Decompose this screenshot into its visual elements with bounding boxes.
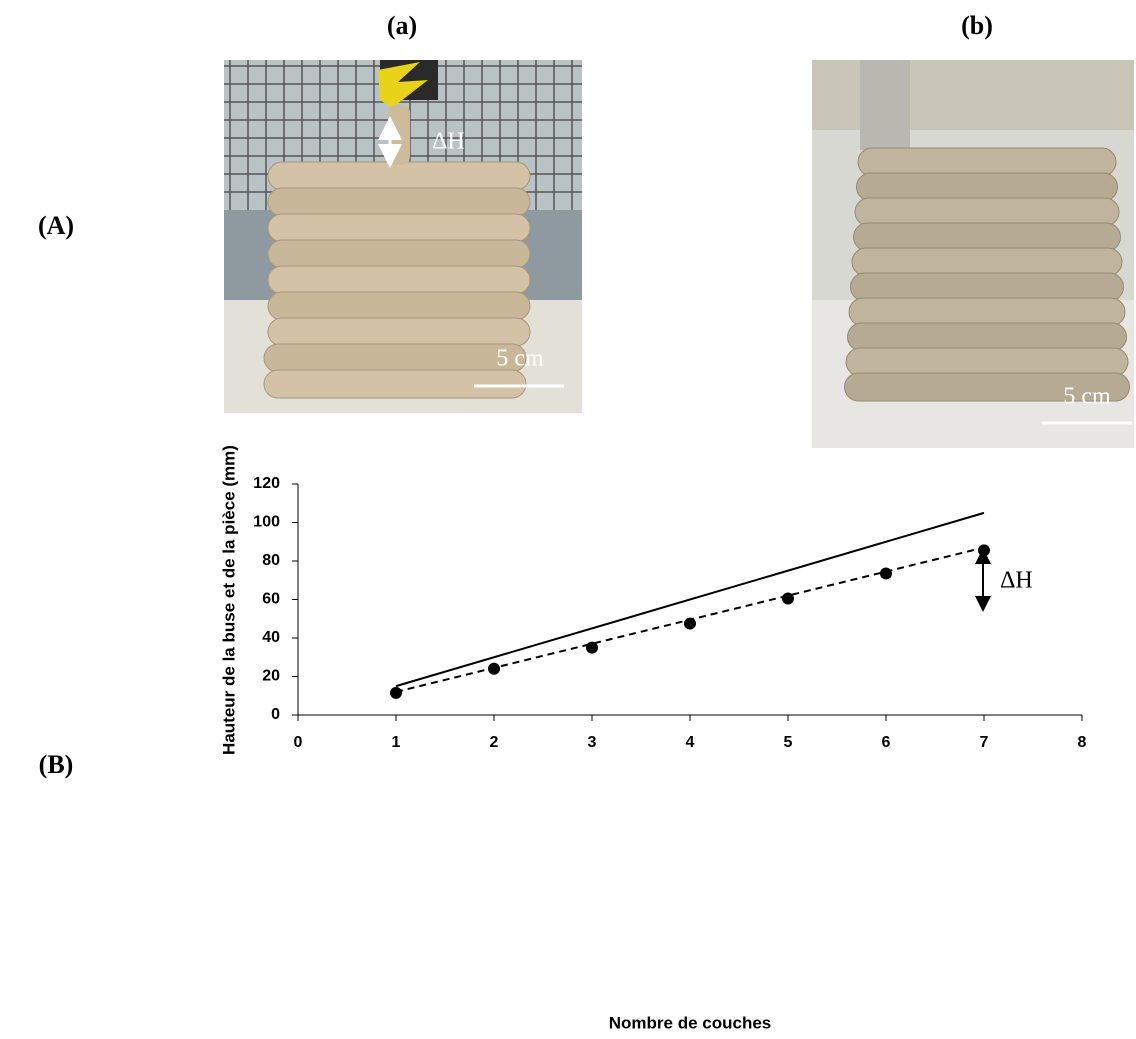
x-tick-label: 5 bbox=[784, 734, 793, 751]
row-label: (B) bbox=[39, 750, 74, 779]
coil bbox=[267, 291, 531, 321]
x-tick-label: 7 bbox=[980, 734, 989, 751]
y-axis-title: Hauteur de la buse et de la pièce (mm) bbox=[219, 445, 238, 755]
coil bbox=[845, 347, 1129, 377]
coil bbox=[263, 369, 527, 399]
y-tick-label: 80 bbox=[262, 552, 280, 569]
coil bbox=[856, 172, 1118, 202]
data-point bbox=[390, 686, 402, 699]
annotation: ΔH bbox=[1000, 568, 1033, 594]
panel-label: (a) bbox=[387, 11, 417, 40]
coil bbox=[267, 161, 531, 191]
scale-label: 5 cm bbox=[496, 346, 544, 372]
coil bbox=[267, 317, 531, 347]
coil bbox=[857, 147, 1117, 177]
annotation: ΔH bbox=[432, 129, 465, 155]
chart: Nombre de couches Hauteur de la buse et … bbox=[219, 445, 1086, 1032]
photo-b: 5 cm bbox=[812, 60, 1134, 448]
y-tick-label: 40 bbox=[262, 629, 280, 646]
data-point bbox=[978, 544, 990, 557]
coil bbox=[851, 247, 1123, 277]
y-tick-label: 100 bbox=[253, 514, 280, 531]
coil bbox=[847, 322, 1127, 352]
coil bbox=[854, 197, 1120, 227]
x-tick-label: 6 bbox=[882, 734, 891, 751]
coil bbox=[263, 343, 527, 373]
x-tick-label: 2 bbox=[490, 734, 499, 751]
photo-a: ΔH 5 cm bbox=[224, 60, 582, 413]
x-axis-title: Nombre de couches bbox=[609, 1013, 772, 1032]
coil bbox=[848, 297, 1126, 327]
y-tick-label: 0 bbox=[271, 706, 280, 723]
x-tick-label: 3 bbox=[588, 734, 597, 751]
x-tick-label: 1 bbox=[392, 734, 401, 751]
data-point bbox=[880, 567, 892, 580]
data-point bbox=[684, 617, 696, 630]
coil bbox=[850, 272, 1124, 302]
y-tick-label: 20 bbox=[262, 668, 280, 685]
row-label: (A) bbox=[38, 211, 74, 240]
trend-line bbox=[395, 511, 985, 688]
coil bbox=[267, 265, 531, 295]
y-tick-label: 60 bbox=[262, 591, 280, 608]
trend-line bbox=[395, 546, 985, 693]
coil bbox=[853, 222, 1121, 252]
x-tick-label: 8 bbox=[1078, 734, 1087, 751]
coil bbox=[267, 239, 531, 269]
y-tick-label: 120 bbox=[253, 475, 280, 492]
coil bbox=[267, 213, 531, 243]
panel-label: (b) bbox=[961, 11, 993, 40]
x-tick-label: 0 bbox=[294, 734, 303, 751]
coil bbox=[844, 372, 1130, 402]
scale-label: 5 cm bbox=[1063, 384, 1111, 410]
x-tick-label: 4 bbox=[686, 734, 695, 751]
coil bbox=[267, 187, 531, 217]
